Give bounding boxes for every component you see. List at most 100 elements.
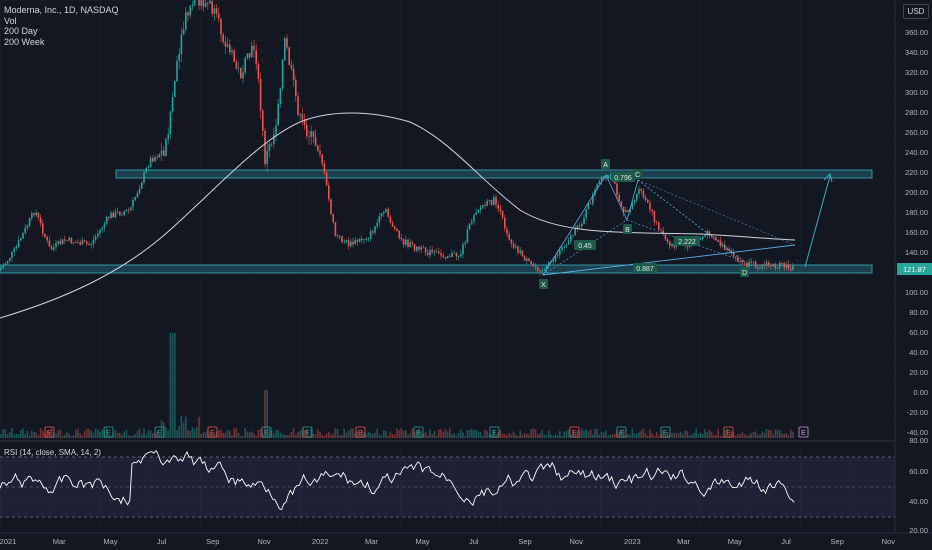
- earnings-marker[interactable]: [207, 426, 218, 438]
- earnings-marker[interactable]: [413, 426, 424, 438]
- candle-body: [592, 194, 594, 204]
- candle-body: [537, 267, 539, 271]
- candle-body: [405, 239, 407, 245]
- svg-text:D: D: [742, 270, 747, 277]
- earnings-marker[interactable]: [103, 426, 114, 438]
- volume-bar: [442, 431, 444, 438]
- volume-bar: [277, 429, 279, 438]
- candle-body: [460, 254, 462, 257]
- volume-bar: [81, 435, 84, 438]
- candle-body: [343, 241, 345, 243]
- time-axis[interactable]: 2021 Mar May Jul Sep Nov 2022 Mar May Jul Sep Nov 20…: [0, 537, 895, 546]
- earnings-marker[interactable]: [355, 426, 366, 438]
- earnings-marker-label: E: [619, 430, 624, 437]
- indicator-vol[interactable]: Vol: [4, 15, 17, 26]
- candle-body: [26, 225, 29, 228]
- volume-bar: [556, 435, 559, 438]
- candle-body: [103, 223, 106, 228]
- volume-bar: [666, 431, 669, 438]
- candle-body: [273, 134, 275, 144]
- volume-bar: [116, 432, 119, 438]
- earnings-marker[interactable]: [154, 426, 165, 438]
- candle-body: [231, 50, 233, 53]
- currency-button[interactable]: USD: [903, 4, 929, 19]
- volume-bar: [42, 430, 44, 438]
- volume-bar: [748, 435, 750, 438]
- price-axis[interactable]: 360.00 340.00 320.00 300.00 280.00 260.00 240.…: [905, 28, 928, 437]
- earnings-marker[interactable]: [302, 426, 313, 438]
- resistance-zone[interactable]: [115, 169, 873, 179]
- volume-bar: [387, 435, 389, 438]
- volume-bar: [72, 435, 75, 438]
- price-tick-label: 40.00: [909, 348, 928, 357]
- candle-body: [72, 242, 75, 244]
- volume-bar: [141, 434, 143, 438]
- pattern-label-c: C: [633, 169, 642, 179]
- candle-body: [336, 235, 339, 237]
- earnings-marker[interactable]: [44, 426, 55, 438]
- symbol-title[interactable]: Moderna, Inc., 1D, NASDAQ: [4, 5, 119, 15]
- candle-body: [455, 252, 458, 257]
- candle-body: [787, 264, 790, 269]
- candle-body: [774, 263, 777, 269]
- volume-bar: [55, 433, 57, 438]
- volume-bar: [482, 435, 484, 438]
- volume-bar: [429, 429, 431, 438]
- indicator-200-day[interactable]: 200 Day: [4, 26, 38, 36]
- price-tick-label: 60.00: [909, 328, 928, 337]
- earnings-marker[interactable]: [660, 426, 671, 438]
- volume-bar: [202, 432, 205, 438]
- candle-body: [473, 214, 475, 222]
- volume-bar: [24, 434, 26, 438]
- candle-body: [112, 212, 114, 218]
- candle-body: [314, 136, 317, 146]
- candle-body: [229, 44, 231, 53]
- indicator-200-week[interactable]: 200 Week: [4, 36, 45, 47]
- volume-bar: [541, 429, 543, 438]
- candle-body: [462, 244, 464, 255]
- candle-body: [574, 227, 576, 236]
- earnings-marker[interactable]: [569, 426, 580, 438]
- price-tick-label: 280.00: [905, 108, 928, 117]
- candle-body: [651, 209, 653, 212]
- volume-bar: [174, 333, 176, 438]
- volume-bar: [618, 432, 620, 438]
- candlestick-series[interactable]: [0, 0, 794, 276]
- volume-bar: [266, 390, 268, 438]
- earnings-marker[interactable]: [723, 426, 734, 438]
- rsi-tick-label: 40.00: [909, 497, 928, 506]
- volume-bar: [493, 429, 495, 438]
- earnings-marker[interactable]: [798, 426, 809, 438]
- candle-body: [70, 237, 73, 244]
- earnings-marker[interactable]: [261, 426, 272, 438]
- volume-bar: [57, 430, 59, 438]
- support-zone[interactable]: [0, 264, 873, 274]
- candle-body: [90, 244, 92, 246]
- candle-body: [532, 264, 535, 267]
- candle-body: [6, 260, 9, 264]
- rsi-legend[interactable]: RSI (14, close, SMA, 14, 2): [4, 448, 101, 457]
- candle-body: [603, 176, 605, 179]
- volume-bar: [484, 429, 486, 438]
- volume-bar: [574, 434, 576, 438]
- chart-legend[interactable]: Moderna, Inc., 1D, NASDAQ Vol 200 Day 20…: [4, 5, 119, 47]
- candle-body: [185, 12, 187, 30]
- candle-body: [198, 0, 200, 6]
- candle-body: [354, 240, 356, 245]
- harmonic-pattern[interactable]: [542, 174, 796, 276]
- ratio-label-bd: 2.222: [674, 236, 700, 246]
- volume-bar: [31, 430, 33, 438]
- earnings-marker[interactable]: [489, 426, 500, 438]
- projection-arrow[interactable]: [804, 173, 833, 268]
- time-tick-label: Mar: [53, 537, 66, 546]
- volume-bar: [394, 434, 396, 438]
- volume-bar: [570, 434, 572, 438]
- volume-bar: [213, 433, 216, 438]
- candle-body: [17, 240, 20, 247]
- earnings-marker[interactable]: [616, 426, 627, 438]
- candle-body: [486, 200, 488, 206]
- volume-bar: [592, 434, 594, 438]
- candle-body: [420, 247, 422, 250]
